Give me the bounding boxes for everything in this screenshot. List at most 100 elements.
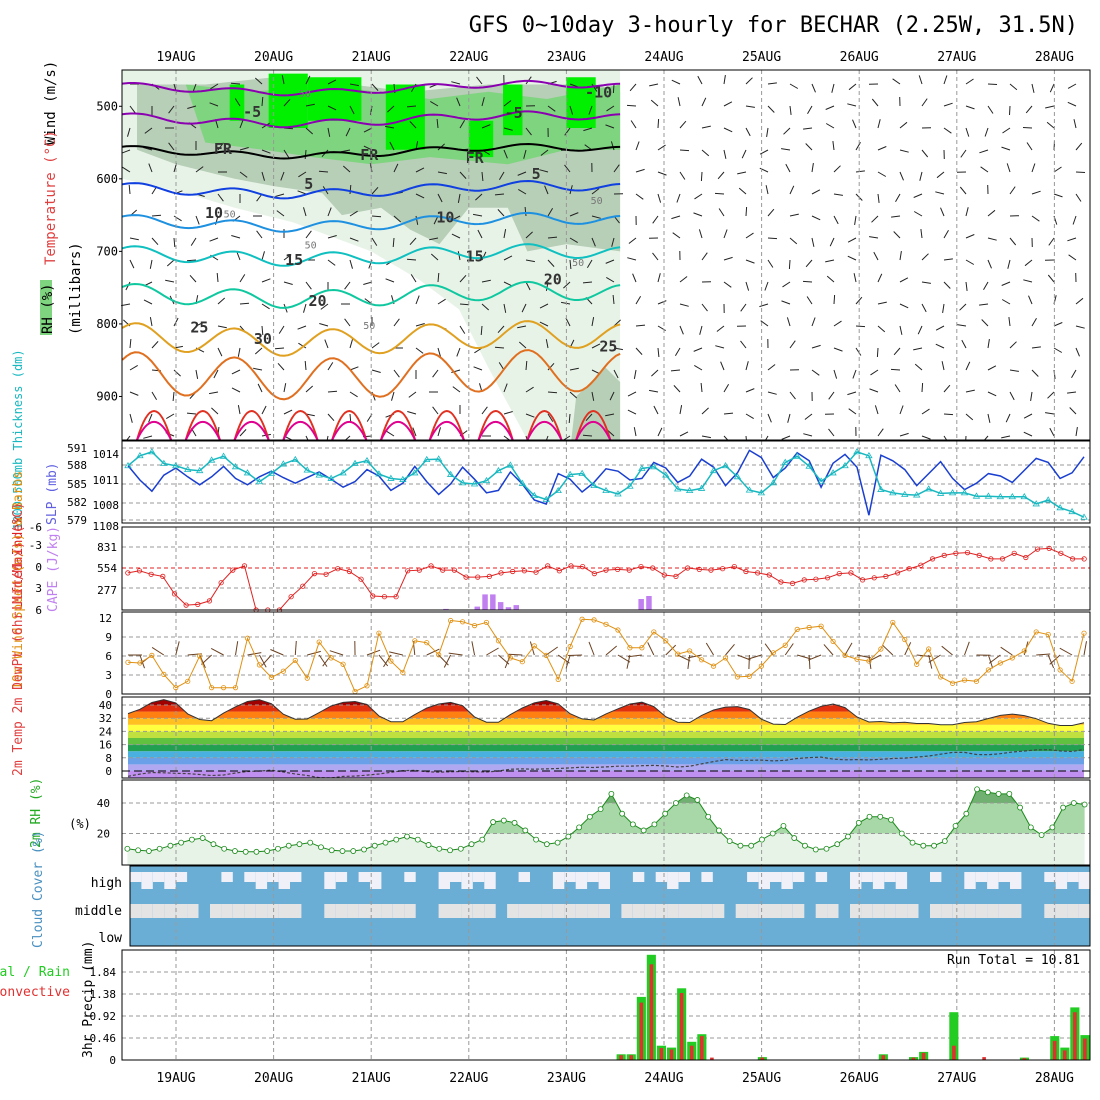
wind-barb bbox=[517, 171, 527, 176]
wind-barb bbox=[787, 413, 791, 423]
wind-barb bbox=[764, 281, 769, 291]
rh-contour-label: 50 bbox=[591, 196, 603, 207]
rh2m-marker bbox=[845, 833, 851, 840]
thickness-marker bbox=[542, 495, 550, 502]
wind-barb bbox=[429, 237, 439, 241]
wind-barb bbox=[494, 346, 505, 349]
wind-barb bbox=[545, 281, 549, 291]
wind-barb bbox=[831, 83, 835, 93]
wind-barb bbox=[524, 206, 527, 217]
cloud-high-block bbox=[472, 872, 485, 882]
temp-tick-label: 32 bbox=[99, 712, 112, 725]
rh2m-marker bbox=[371, 842, 378, 849]
rh-unit-label: (%) bbox=[69, 817, 91, 831]
rh2m-marker bbox=[941, 838, 948, 845]
wind-speed-marker bbox=[555, 676, 561, 683]
temperature-band bbox=[127, 705, 1085, 712]
thickness-marker bbox=[948, 489, 957, 496]
wind-barb bbox=[899, 405, 904, 415]
wind-barb bbox=[392, 237, 395, 248]
wind-barb bbox=[452, 386, 461, 393]
wind-barb bbox=[701, 303, 708, 312]
temperature-line bbox=[127, 699, 1085, 726]
wind-barb bbox=[256, 230, 263, 239]
wind-barb bbox=[341, 149, 351, 153]
rh2m-marker bbox=[769, 830, 776, 837]
rh2m-marker bbox=[823, 845, 830, 852]
date-label-bottom: 24AUG bbox=[644, 1071, 683, 1086]
wind-barb bbox=[694, 193, 703, 200]
wind-barb bbox=[517, 325, 527, 329]
wind-barb bbox=[195, 369, 199, 379]
wind-barb-10m bbox=[1059, 647, 1073, 656]
date-label-top: 25AUG bbox=[742, 50, 781, 65]
pressure-tick-label: 800 bbox=[96, 317, 118, 331]
wind-barb bbox=[563, 281, 571, 289]
rh2m-marker bbox=[543, 841, 550, 848]
wind-barb bbox=[943, 75, 948, 85]
wind-barb bbox=[1053, 322, 1063, 327]
lifted-index-marker bbox=[568, 563, 574, 569]
date-label-bottom: 28AUG bbox=[1035, 1071, 1074, 1086]
wind-barb bbox=[1075, 193, 1082, 202]
wind-barb bbox=[701, 97, 707, 107]
thickness-marker bbox=[518, 479, 527, 486]
wind-barb bbox=[1023, 431, 1033, 437]
wind-barb bbox=[473, 213, 483, 217]
cloud-high-block bbox=[152, 872, 165, 882]
wind-speed-marker bbox=[878, 646, 884, 652]
precip-tick-label: 0.46 bbox=[90, 1032, 117, 1045]
wind-barb-10m bbox=[151, 646, 165, 656]
wind-barb bbox=[921, 303, 927, 313]
wind-barb bbox=[894, 384, 901, 393]
wind-barb bbox=[437, 171, 447, 175]
wind-speed-marker bbox=[232, 685, 239, 691]
wind-barb bbox=[921, 435, 931, 440]
lifted-index-marker bbox=[171, 591, 178, 597]
wind-barb-10m bbox=[175, 641, 180, 656]
wind-speed-marker bbox=[973, 678, 980, 684]
wind-barb bbox=[437, 347, 441, 357]
wind-barb bbox=[391, 391, 395, 401]
wind-barb bbox=[569, 237, 578, 244]
wind-barb bbox=[826, 275, 835, 283]
thickness-marker bbox=[291, 455, 299, 463]
date-label-bottom: 27AUG bbox=[937, 1071, 976, 1086]
wind-barb bbox=[738, 187, 747, 195]
wind-barb bbox=[327, 207, 332, 217]
wind-barb bbox=[591, 83, 598, 92]
wind-barb bbox=[913, 211, 923, 217]
wind-barb bbox=[349, 83, 359, 87]
temperature-band bbox=[127, 764, 1085, 771]
thickness-marker bbox=[411, 469, 419, 476]
wind-speed-marker bbox=[722, 655, 729, 661]
wind-barb bbox=[1053, 166, 1062, 173]
wind-barb bbox=[234, 98, 241, 107]
wind-barb bbox=[760, 320, 769, 327]
temperature-contour bbox=[122, 179, 621, 200]
wind-barb bbox=[451, 81, 461, 85]
wind-barb bbox=[649, 83, 659, 87]
thickness-marker bbox=[841, 461, 849, 469]
wind-barb bbox=[236, 251, 241, 261]
temperature-bands bbox=[127, 699, 1085, 778]
wind-barb bbox=[803, 127, 813, 130]
wind-barb bbox=[582, 281, 593, 284]
thickness-marker bbox=[733, 473, 742, 480]
thickness-marker bbox=[685, 486, 694, 494]
cloud-high-block bbox=[141, 872, 153, 889]
wind-barb bbox=[304, 149, 307, 160]
wind-barb bbox=[825, 123, 835, 129]
precip-convective-bar bbox=[1052, 1040, 1057, 1060]
wind-barb bbox=[186, 259, 197, 262]
wind-barb bbox=[303, 303, 307, 313]
temperature-contour-surface bbox=[380, 421, 417, 441]
rh2m-marker bbox=[640, 827, 647, 834]
thickness-marker bbox=[1020, 492, 1028, 500]
wind-barb bbox=[1075, 297, 1084, 305]
wind-barb bbox=[494, 193, 505, 196]
wind-speed-marker bbox=[818, 623, 824, 629]
wind-barb bbox=[1053, 347, 1063, 353]
wind-speed-marker bbox=[1045, 631, 1051, 638]
wind-barb-10m bbox=[844, 642, 853, 656]
